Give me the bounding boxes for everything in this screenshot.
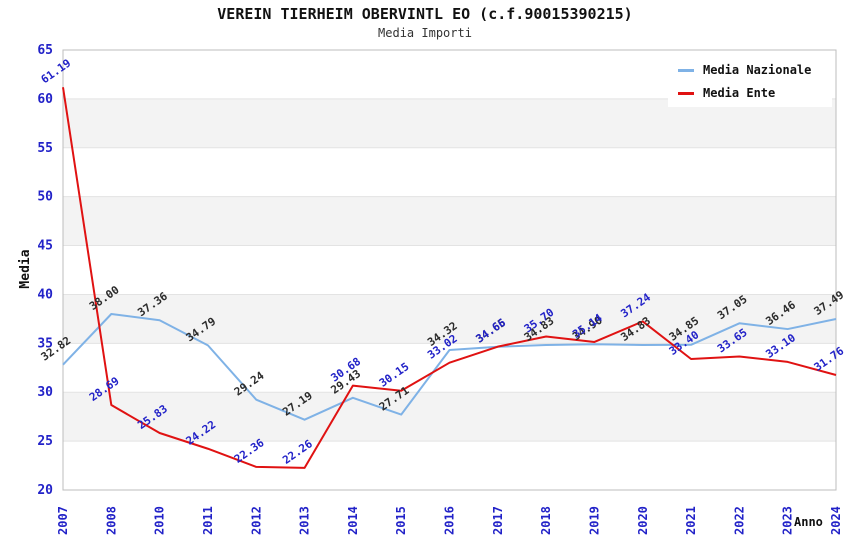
x-tick-label: 2012 [249,506,263,535]
x-tick-label: 2016 [443,506,457,535]
plot-border [62,49,837,491]
legend-item-media-ente: Media Ente [678,86,824,100]
data-label: 31.76 [812,344,847,374]
legend-label-media-ente: Media Ente [703,86,776,100]
x-tick-label: 2010 [153,506,167,535]
x-tick-label: 2008 [104,506,118,535]
x-tick-label: 2023 [781,506,795,535]
y-tick-label: 45 [37,239,53,254]
x-tick-label: 2020 [636,506,650,535]
series-line-media-nazionale [62,313,837,421]
legend-item-media-nazionale: Media Nazionale [678,63,824,77]
x-axis-title: Anno [794,515,823,529]
y-tick-label: 65 [37,43,53,58]
data-label: 30.15 [377,360,412,390]
y-tick-label: 35 [37,336,53,351]
x-tick-label: 2015 [394,506,408,535]
y-tick-label: 25 [37,434,53,449]
x-tick-label: 2013 [298,506,312,535]
y-tick-label: 30 [37,385,53,400]
y-tick-label: 20 [37,483,53,498]
plot-band [63,294,836,344]
chart-title: VEREIN TIERHEIM OBERVINTL EO (c.f.900153… [217,5,633,23]
y-tick-label: 50 [37,190,53,205]
x-tick-label: 2019 [587,506,601,535]
x-tick-label: 2021 [684,506,698,535]
plot-band [63,98,836,148]
chart-subtitle: Media Importi [378,26,472,40]
legend-swatch-media-nazionale [678,68,694,72]
y-axis-title: Media [18,249,33,289]
data-label: 61.19 [39,57,74,87]
y-tick-label: 55 [37,141,53,156]
x-tick-label: 2018 [539,506,553,535]
x-tick-label: 2017 [491,506,505,535]
plot-band [63,196,836,246]
x-tick-label: 2024 [829,506,843,535]
x-tick-label: 2022 [732,506,746,535]
legend-swatch-media-ente [678,91,694,95]
y-tick-label: 40 [37,287,53,302]
series-line-media-ente [62,87,837,469]
plot-band [63,392,836,442]
legend: Media Nazionale Media Ente [668,56,832,107]
y-tick-label: 60 [37,92,53,107]
legend-label-media-nazionale: Media Nazionale [703,63,812,77]
x-tick-label: 2007 [56,506,70,535]
x-tick-label: 2014 [346,506,360,535]
x-tick-label: 2011 [201,506,215,535]
